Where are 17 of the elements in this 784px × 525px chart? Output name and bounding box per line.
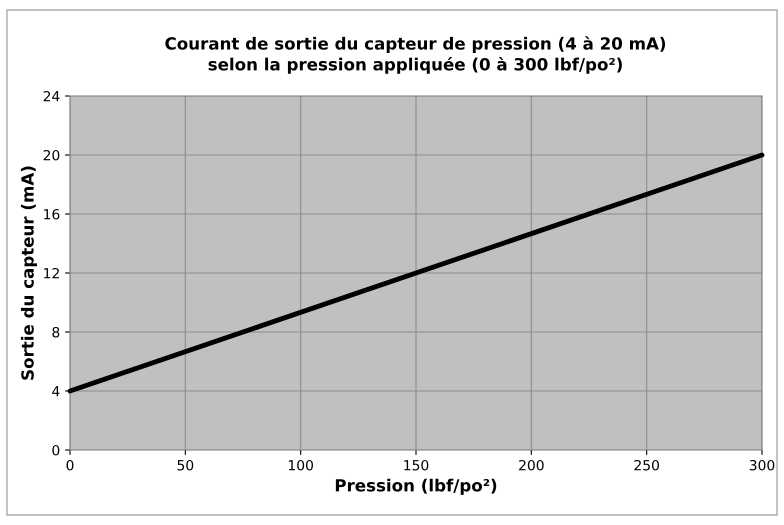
x-axis-title: Pression (lbf/po²)	[336, 478, 496, 495]
x-tick-label: 150	[404, 460, 428, 470]
x-tick-label: 0	[66, 460, 74, 470]
x-tick-label: 250	[634, 460, 659, 470]
y-tick-label: 16	[44, 208, 60, 220]
y-tick-label: 0	[52, 444, 60, 456]
y-tick-label: 4	[52, 386, 60, 396]
x-tick-label: 50	[178, 460, 194, 470]
chart-title: Courant de sortie du capteur de pression (4 à 20 mA) selon la pression appliquée (0 à 300 lbf/po²)	[165, 36, 666, 74]
y-tick-label: 12	[44, 268, 59, 278]
y-tick-label: 24	[44, 90, 60, 102]
x-tick-label: 200	[519, 460, 544, 470]
x-tick-label: 300	[750, 460, 774, 470]
y-tick-label: 20	[44, 150, 60, 160]
x-tick-label: 100	[288, 460, 313, 470]
y-tick-label: 8	[52, 326, 60, 338]
y-axis-title: Sortie du capteur (mA)	[20, 166, 38, 380]
